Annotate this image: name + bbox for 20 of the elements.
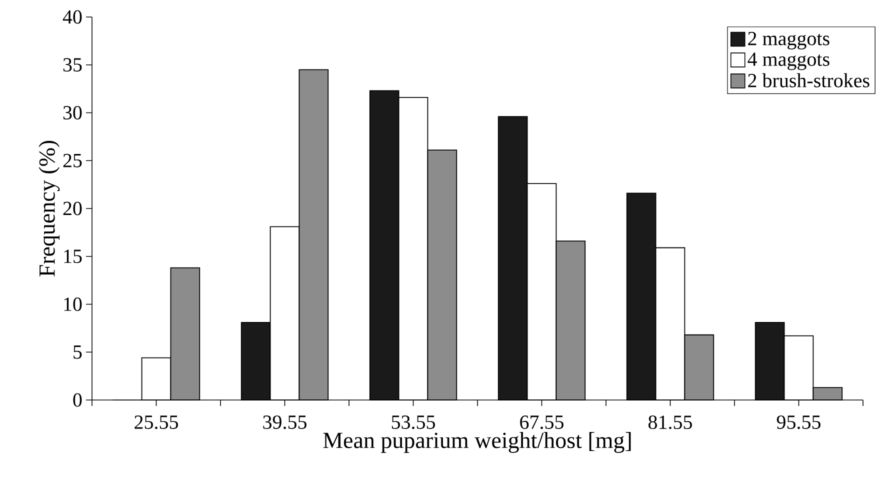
y-tick-label: 0: [73, 393, 82, 407]
y-tick-label: 10: [64, 297, 82, 311]
legend-label: 4 maggots: [748, 52, 830, 70]
y-tick-label: 40: [62, 10, 82, 24]
y-axis-title: Frequency (%): [38, 140, 60, 276]
x-tick-label: 81.55: [648, 416, 692, 430]
x-tick-label: 95.55: [776, 416, 820, 430]
y-tick-label: 25: [63, 154, 82, 168]
x-tick-label: 53.55: [392, 416, 435, 430]
y-tick-label: 15: [64, 250, 82, 264]
y-tick-label: 5: [74, 345, 82, 359]
x-tick-label: 25.55: [134, 416, 178, 430]
x-axis-title: Mean puparium weight/host [mg]: [323, 432, 631, 453]
y-tick-label: 35: [63, 58, 82, 72]
y-tick-label: 30: [63, 106, 82, 120]
legend-label: 2 maggots: [748, 32, 830, 50]
x-tick-label: 39.55: [263, 416, 306, 430]
legend-label: 2 brush-strokes: [748, 73, 870, 88]
y-tick-label: 20: [63, 202, 82, 216]
x-tick-label: 67.55: [520, 416, 564, 430]
